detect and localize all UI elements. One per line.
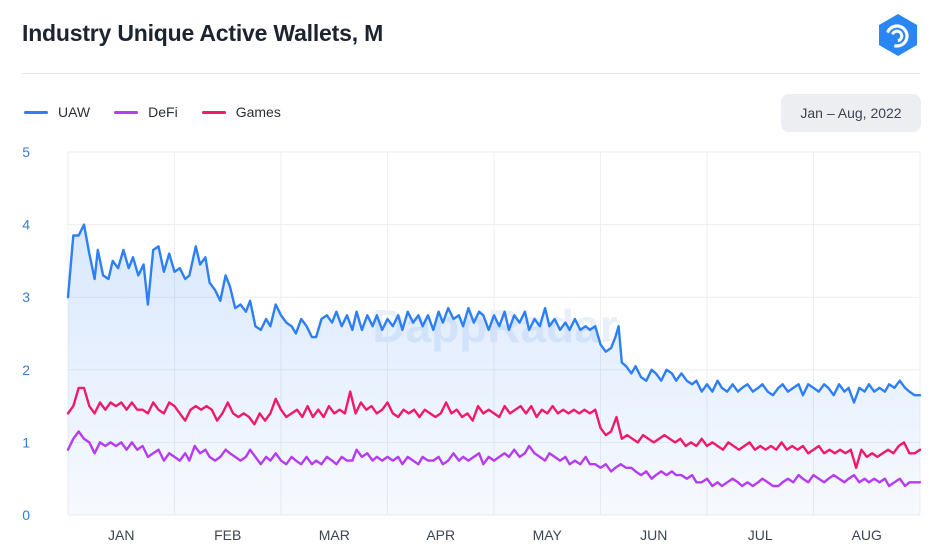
legend-item-uaw[interactable]: UAW xyxy=(24,104,90,120)
legend-item-defi[interactable]: DeFi xyxy=(114,104,178,120)
header-divider xyxy=(22,73,920,74)
y-tick-label: 4 xyxy=(22,217,30,233)
y-tick-label: 5 xyxy=(22,144,30,160)
y-tick-label: 3 xyxy=(22,289,30,305)
x-tick-label: APR xyxy=(426,527,455,543)
y-tick-label: 2 xyxy=(22,362,30,378)
x-tick-label: AUG xyxy=(852,527,882,543)
x-tick-label: JAN xyxy=(108,527,134,543)
legend-label-uaw: UAW xyxy=(58,104,91,120)
legend-label-defi: DeFi xyxy=(148,104,178,120)
x-tick-label: FEB xyxy=(214,527,241,543)
chart-axes: 0 1 2 3 4 5 JAN FEB MAR APR MAY JUN JUL AUG xyxy=(22,144,882,543)
legend-swatch-uaw xyxy=(24,110,48,114)
series-line-games xyxy=(66,386,922,469)
chart-legend: UAW DeFi Games xyxy=(24,104,305,120)
legend-item-games[interactable]: Games xyxy=(201,104,281,120)
y-tick-label: 0 xyxy=(22,507,30,523)
date-range-button[interactable]: Jan – Aug, 2022 xyxy=(781,94,921,132)
legend-label-games: Games xyxy=(235,104,281,120)
x-tick-label: JUL xyxy=(748,527,773,543)
series-line-defi xyxy=(66,430,922,488)
y-tick-label: 1 xyxy=(22,434,30,450)
legend-swatch-games xyxy=(201,110,226,114)
series-line-uaw xyxy=(66,223,922,404)
x-tick-label: MAR xyxy=(319,527,350,543)
chart-title: Industry Unique Active Wallets, M xyxy=(22,20,384,46)
series-area-uaw xyxy=(68,224,920,515)
x-tick-label: JUN xyxy=(640,527,667,543)
x-tick-label: MAY xyxy=(533,527,563,543)
legend-swatch-defi xyxy=(114,110,139,114)
dappradar-logo-icon xyxy=(879,14,917,56)
chart-series xyxy=(66,223,922,515)
